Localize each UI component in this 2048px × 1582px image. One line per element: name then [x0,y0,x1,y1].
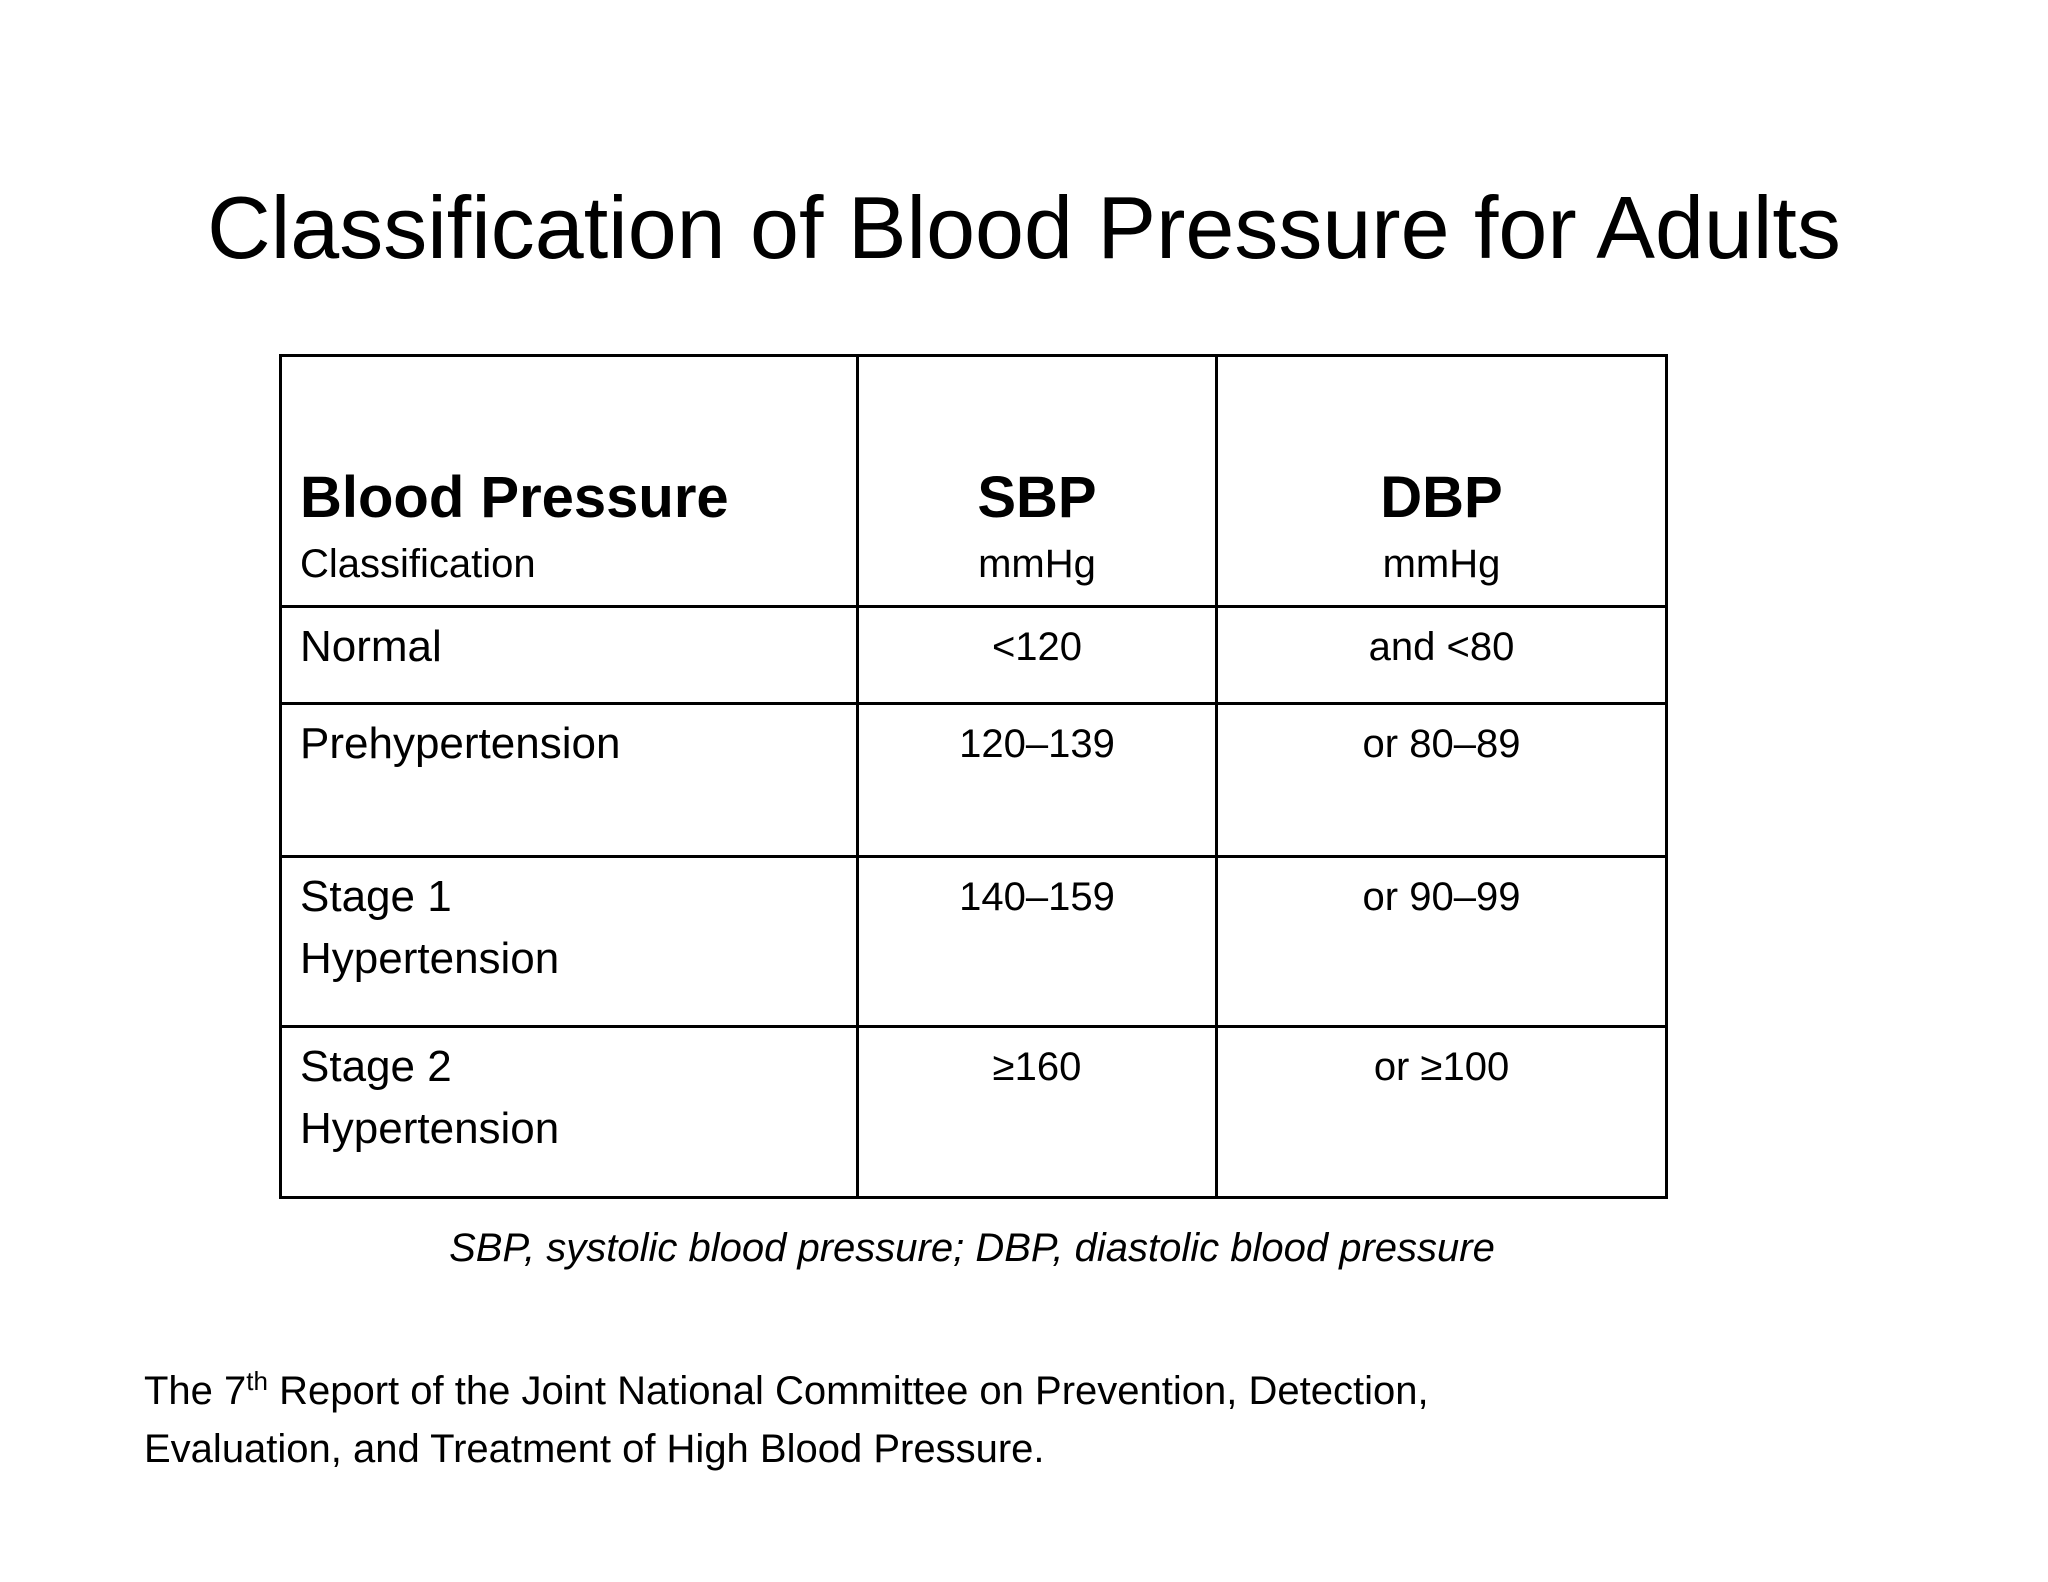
table-row: Stage 2 Hypertension ≥160 or ≥100 [279,1025,1668,1199]
citation: The 7th Report of the Joint National Com… [144,1362,1944,1478]
dbp-cell: or 90–99 [1215,855,1668,1028]
header-classification: Blood Pressure Classification [279,354,859,608]
sbp-cell: 140–159 [856,855,1218,1028]
table-header-row: Blood Pressure Classification SBP mmHg D… [279,354,1668,608]
citation-line-1: The 7th Report of the Joint National Com… [144,1362,1944,1420]
category-cell: Normal [279,605,859,705]
category-cell: Stage 2 Hypertension [279,1025,859,1199]
header-sbp: SBP mmHg [856,354,1218,608]
sbp-cell: <120 [856,605,1218,705]
category-cell: Stage 1 Hypertension [279,855,859,1028]
header-sub: Classification [300,542,536,586]
citation-superscript: th [246,1366,268,1396]
category-label: Prehypertension [300,719,621,768]
header-main: DBP [1380,465,1503,530]
citation-line1-rest: Report of the Joint National Committee o… [267,1369,1429,1413]
dbp-cell: and <80 [1215,605,1668,705]
header-main: SBP [977,465,1097,530]
dbp-cell: or 80–89 [1215,702,1668,858]
dbp-cell: or ≥100 [1215,1025,1668,1199]
category-label-line2: Hypertension [300,1104,560,1153]
table-footnote: SBP, systolic blood pressure; DBP, diast… [449,1226,1495,1270]
category-cell: Prehypertension [279,702,859,858]
header-main: Blood Pressure [300,465,729,530]
category-label-line2: Hypertension [300,934,560,983]
table-row: Stage 1 Hypertension 140–159 or 90–99 [279,855,1668,1028]
slide-title: Classification of Blood Pressure for Adu… [207,178,1841,277]
category-label: Normal [300,622,442,671]
sbp-cell: ≥160 [856,1025,1218,1199]
header-dbp: DBP mmHg [1215,354,1668,608]
sbp-cell: 120–139 [856,702,1218,858]
header-sub: mmHg [978,542,1096,586]
bp-classification-table: Blood Pressure Classification SBP mmHg D… [279,354,1668,1199]
citation-prefix: The 7 [144,1369,247,1413]
citation-line-2: Evaluation, and Treatment of High Blood … [144,1427,1045,1471]
header-sub: mmHg [1382,542,1501,586]
table-row: Normal <120 and <80 [279,605,1668,705]
category-label: Stage 1 [300,872,452,921]
table-row: Prehypertension 120–139 or 80–89 [279,702,1668,858]
category-label: Stage 2 [300,1042,452,1091]
